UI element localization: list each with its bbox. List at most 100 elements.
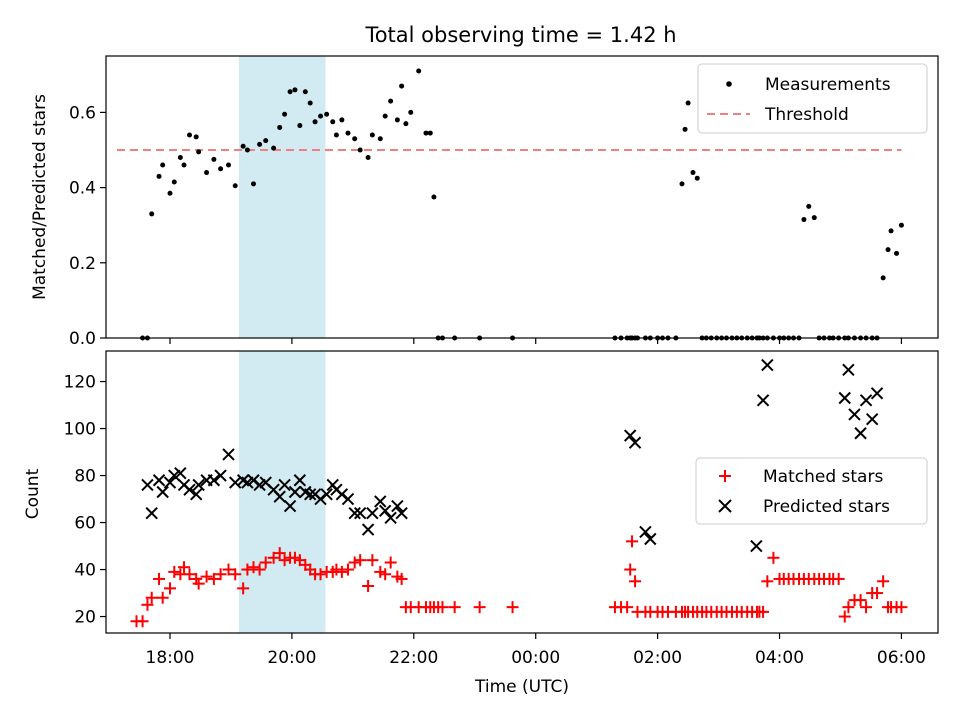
matched-star-point [141,598,154,611]
matched-star-point [222,563,235,576]
matched-star-point [241,563,254,576]
measurement-point [416,68,422,74]
measurement-point [333,132,339,138]
predicted-star-point [183,483,196,496]
measurement-point [806,203,812,209]
measurement-point [318,113,324,119]
matched-star-point [247,561,260,574]
measurement-point [232,183,238,189]
matched-star-point [259,556,272,569]
matched-star-point [384,556,397,569]
matched-star-point [366,554,379,567]
matched-star-point [237,582,250,595]
predicted-star-point [870,387,884,400]
measurement-point [801,217,807,223]
measurement-point [885,247,891,253]
matched-stars-points [130,535,908,628]
predicted-star-point [214,469,227,482]
matched-star-point [473,601,486,614]
predicted-star-point [378,504,392,518]
predicted-star-point [750,539,763,553]
matched-star-point [767,551,780,564]
predicted-star-point [278,478,291,492]
measurement-point [880,275,886,281]
legend-marker-measurements [726,81,732,87]
top-axes-frame [105,55,939,339]
measurement-point [894,250,900,256]
predicted-star-point [341,492,355,506]
predicted-star-point [320,488,333,501]
measurement-point [251,181,257,187]
measurement-point [196,149,202,155]
matched-star-point [200,570,213,583]
matched-star-point [168,565,181,578]
matched-star-point [860,601,873,614]
matched-star-point [229,568,242,581]
measurement-point [177,155,183,161]
matched-star-point [178,561,191,574]
legend-label-predicted: Predicted stars [763,497,890,517]
measurement-point [263,138,269,144]
measurement-point [403,121,409,127]
predicted-star-point [842,363,855,377]
predicted-star-point [152,474,166,487]
predicted-star-point [145,506,158,520]
matched-star-point [362,580,375,592]
x-tick-label: 22:00 [389,648,438,668]
measurement-point [339,117,345,123]
matched-star-point [192,577,205,590]
top-panel: 0.0 0.2 0.4 0.6 Matched/Predicted stars Mea… [30,55,939,349]
matched-star-point [354,554,367,567]
measurement-point [277,124,283,130]
matched-star-point [278,554,291,567]
legend-label-measurements: Measurements [765,75,891,95]
predicted-star-point [623,429,637,442]
predicted-star-point [374,495,387,508]
y-tick-label: 40 [74,561,96,581]
matched-star-point [145,591,158,604]
legend-marker-predicted [718,499,732,513]
measurement-point [408,109,414,115]
measurement-point [307,100,313,106]
measurement-point [297,123,303,129]
y-tick-label: 80 [74,467,96,487]
measurement-point [149,211,155,217]
measurement-point [292,87,298,93]
predicted-star-point [361,523,375,536]
matched-star-point [153,572,166,585]
predicted-star-point [639,525,652,539]
matched-star-point [871,587,884,600]
x-tick-label: 18:00 [146,648,195,668]
matched-star-point [436,601,449,614]
matched-star-point [156,591,169,604]
measurement-point [211,156,217,162]
x-tick-label: 02:00 [633,648,682,668]
matched-star-point [838,610,851,623]
predicted-star-point [141,478,154,492]
measurement-point [302,89,308,95]
measurement-points [140,68,904,341]
matched-star-point [314,568,327,581]
measurement-point [394,117,400,123]
matched-star-point [832,572,845,585]
predicted-stars-points [141,358,884,553]
predicted-star-point [395,506,408,520]
measurement-point [388,98,394,104]
predicted-star-point [644,532,657,546]
measurement-point [431,194,437,200]
measurement-point [690,170,696,176]
top-y-axis-label: Matched/Predicted stars [30,94,50,300]
legend-marker-matched [719,470,731,482]
predicted-star-point [190,488,203,501]
measurement-point [330,119,336,125]
matched-star-point [895,601,908,614]
matched-star-point [629,575,642,588]
matched-star-point [348,556,361,569]
measurement-point [324,111,330,117]
matched-star-point [136,615,149,628]
y-tick-label: 100 [64,420,96,440]
predicted-star-point [348,506,361,520]
predicted-star-point [366,506,379,520]
matched-star-point [379,568,392,581]
bottom-legend-box [695,457,928,525]
